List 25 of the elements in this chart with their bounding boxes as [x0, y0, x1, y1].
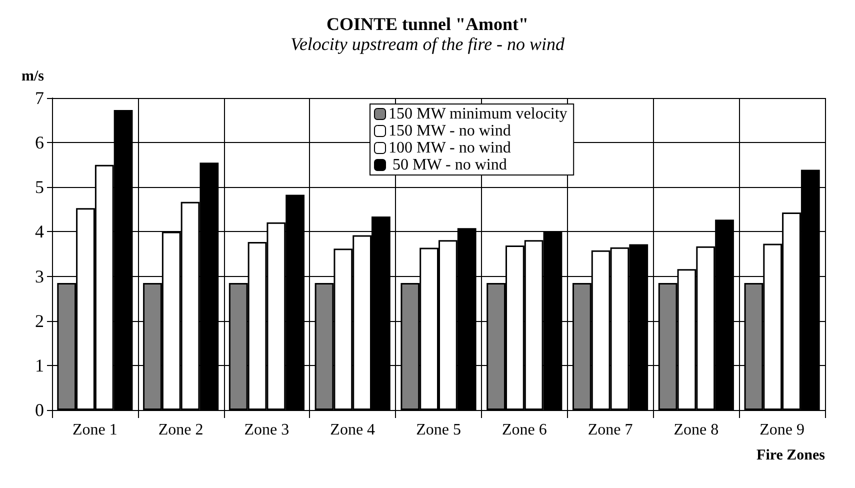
x-tick-label: Zone 2	[158, 422, 204, 438]
x-tick-label: Zone 4	[330, 422, 376, 438]
x-tick-label: Zone 1	[72, 422, 118, 438]
chart-title: COINTE tunnel "Amont"	[326, 14, 529, 34]
y-tick-label: 0	[35, 400, 44, 420]
y-tick-label: 6	[35, 132, 44, 153]
x-tick-label: Zone 5	[416, 422, 461, 438]
y-tick-label: 3	[35, 266, 44, 286]
y-axis-title: m/s	[22, 68, 44, 84]
y-tick-label: 5	[35, 177, 44, 198]
legend-label: 100 MW - no wind	[388, 140, 511, 156]
legend-label: 150 MW - no wind	[388, 122, 511, 140]
x-tick-label: Zone 9	[760, 422, 804, 438]
x-tick-label: Zone 6	[502, 422, 547, 438]
y-tick-label: 7	[35, 88, 44, 108]
x-tick-label: Zone 7	[588, 422, 633, 438]
y-tick-label: 4	[35, 222, 44, 242]
chart-subtitle: Velocity upstream of the fire - no wind	[290, 34, 566, 54]
x-tick-label: Zone 3	[244, 422, 290, 438]
legend-label: 150 MW minimum velocity	[388, 106, 568, 122]
legend-label: 50 MW - no wind	[388, 156, 507, 174]
x-axis-title: Fire Zones	[756, 448, 826, 464]
y-tick-label: 1	[35, 355, 44, 376]
x-tick-label: Zone 8	[674, 422, 719, 438]
y-tick-label: 2	[35, 310, 44, 331]
